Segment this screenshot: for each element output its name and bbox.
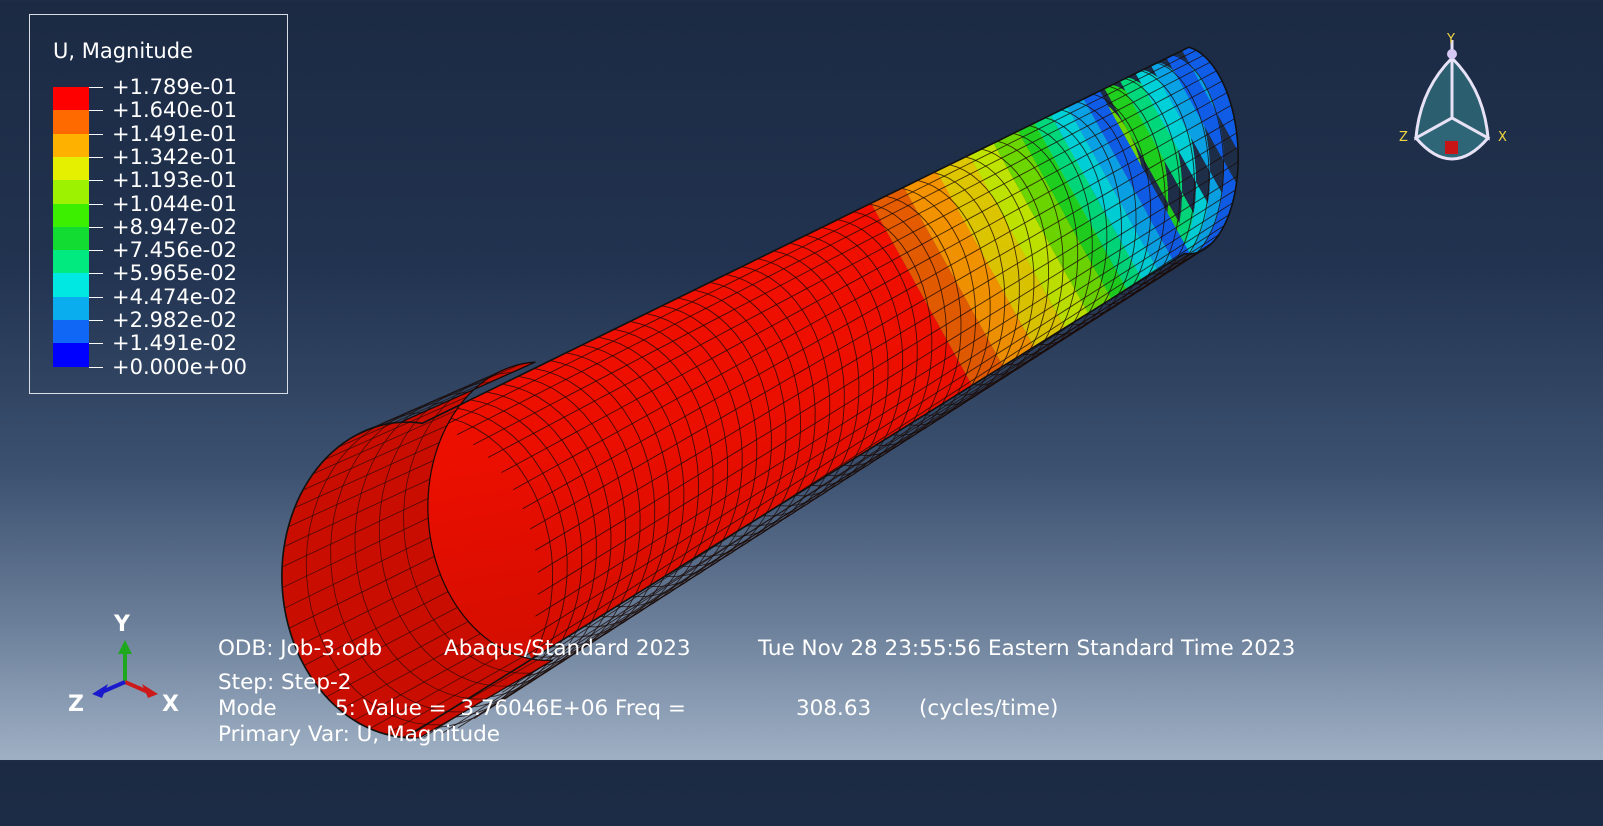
legend-title: U, Magnitude [53, 39, 193, 63]
legend-tick [89, 180, 103, 182]
legend-tick [89, 273, 103, 275]
odb-name: ODB: Job-3.odb [218, 636, 383, 661]
legend-tick [89, 133, 103, 135]
contour-legend: U, Magnitude +1.789e-01 +1.640e-01 +1.491e… [29, 14, 288, 394]
legend-label: +2.982e-02 [112, 308, 237, 332]
legend-label: +1.193e-01 [112, 168, 237, 193]
legend-swatch [53, 133, 89, 158]
frequency-value: 308.63 [796, 696, 872, 721]
triad-y-label: Y [114, 612, 130, 637]
legend-label: +7.456e-02 [112, 238, 237, 263]
legend-swatch [53, 226, 89, 251]
legend-tick [89, 203, 103, 205]
legend-label: +1.640e-01 [112, 98, 237, 123]
primary-variable: Primary Var: U, Magnitude [218, 722, 500, 747]
view-cube-y-label: Y [1447, 32, 1455, 47]
solver-version: Abaqus/Standard 2023 [444, 636, 691, 661]
legend-label: +8.947e-02 [112, 214, 237, 239]
legend-tick [89, 296, 103, 298]
legend-swatch [53, 110, 89, 135]
view-cube-origin-icon [1445, 141, 1458, 154]
legend-swatch [53, 250, 89, 274]
view-cube-x-label: X [1498, 130, 1507, 145]
legend-label: +1.044e-01 [112, 191, 237, 216]
y-axis-arrow-icon [118, 640, 132, 654]
legend-color-bar [53, 87, 89, 368]
legend-tick [89, 110, 103, 112]
info-mode-line: Mode 5: Value = 3.76046E+06 Freq = 308.6… [218, 696, 1058, 826]
step-name: Step: Step-2 [218, 670, 352, 695]
legend-swatch [53, 180, 89, 204]
legend-swatch [53, 296, 89, 321]
legend-label: +0.000e+00 [112, 354, 247, 379]
legend-label: +5.965e-02 [112, 261, 237, 286]
mode-value: 5: Value = 3.76046E+06 Freq = [335, 696, 686, 721]
legend-swatch [53, 273, 89, 298]
view-cube-z-label: Z [1399, 130, 1408, 145]
legend-label: +1.491e-01 [112, 121, 237, 146]
legend-label: +1.789e-01 [112, 75, 237, 99]
legend-tick [89, 226, 103, 228]
legend-tick [89, 343, 103, 345]
mode-label: Mode [218, 696, 277, 721]
z-axis-arrow-icon [92, 684, 108, 698]
legend-swatch [53, 320, 89, 344]
triad-z-label: Z [68, 692, 84, 717]
x-axis-arrow-icon [142, 684, 158, 698]
legend-tick [89, 156, 103, 158]
legend-swatch [53, 156, 89, 181]
frequency-units: (cycles/time) [919, 696, 1059, 721]
legend-tick [89, 320, 103, 321]
legend-label: +1.342e-01 [112, 144, 237, 169]
legend-tick [89, 87, 103, 88]
axis-triad: Y X Z [60, 612, 200, 730]
legend-tick [89, 250, 103, 252]
legend-tick [89, 366, 103, 368]
triad-x-label: X [162, 692, 179, 717]
legend-swatch [53, 343, 89, 368]
view-cube[interactable]: Y X Z [1390, 30, 1510, 180]
model-viewport[interactable] [0, 0, 1603, 760]
info-odb-line: ODB: Job-3.odb Abaqus/Standard 2023 Tue … [218, 636, 1295, 740]
legend-label: +4.474e-02 [112, 284, 237, 309]
run-date: Tue Nov 28 23:55:56 Eastern Standard Tim… [758, 636, 1296, 661]
view-cube-y-knob-icon [1447, 49, 1457, 59]
legend-label: +1.491e-02 [112, 331, 237, 356]
legend-swatch [53, 203, 89, 228]
legend-swatch [53, 87, 89, 111]
